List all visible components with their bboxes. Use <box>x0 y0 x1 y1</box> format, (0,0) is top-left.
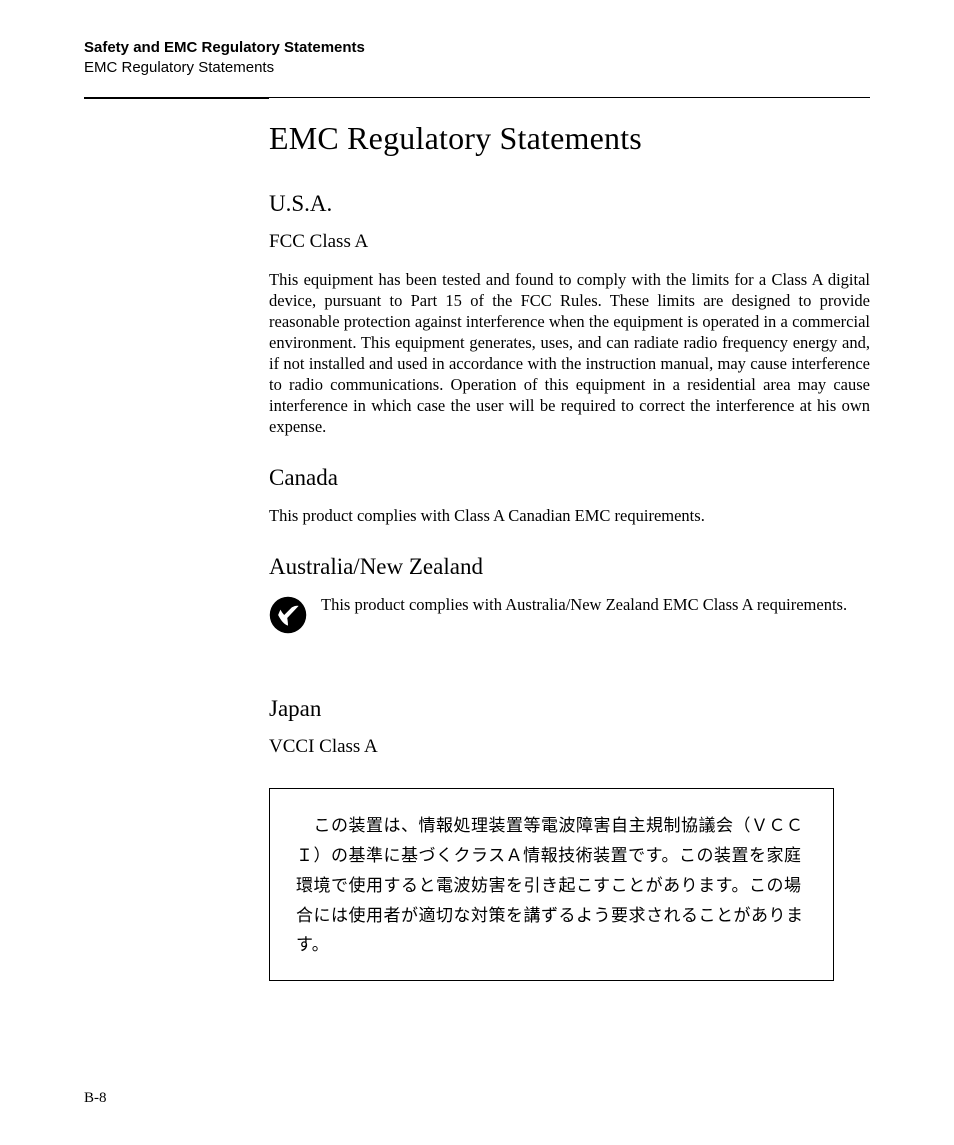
c-tick-icon <box>269 596 307 634</box>
paragraph-usa: This equipment has been tested and found… <box>269 269 870 438</box>
aunz-row: This product complies with Australia/New… <box>269 594 870 634</box>
paragraph-canada: This product complies with Class A Canad… <box>269 505 870 526</box>
section-heading-usa: U.S.A. <box>269 191 870 217</box>
main-column: EMC Regulatory Statements U.S.A. FCC Cla… <box>269 97 870 982</box>
section-heading-canada: Canada <box>269 465 870 491</box>
section-subheading-vcci: VCCI Class A <box>269 736 870 758</box>
page-number: B-8 <box>84 1090 107 1107</box>
main-heading: EMC Regulatory Statements <box>269 120 870 157</box>
header-title: Safety and EMC Regulatory Statements <box>84 38 870 58</box>
section-subheading-fcc: FCC Class A <box>269 231 870 253</box>
section-heading-aunz: Australia/New Zealand <box>269 554 870 580</box>
paragraph-aunz: This product complies with Australia/New… <box>321 594 847 615</box>
vcci-box: この装置は、情報処理装置等電波障害自主規制協議会（ＶＣＣＩ）の基準に基づくクラス… <box>269 788 834 981</box>
section-heading-japan: Japan <box>269 696 870 722</box>
content-area: EMC Regulatory Statements U.S.A. FCC Cla… <box>84 97 870 982</box>
page-header: Safety and EMC Regulatory Statements EMC… <box>84 38 870 79</box>
vcci-text: この装置は、情報処理装置等電波障害自主規制協議会（ＶＣＣＩ）の基準に基づくクラス… <box>296 811 807 960</box>
left-margin-rule <box>84 97 269 982</box>
header-subtitle: EMC Regulatory Statements <box>84 58 870 78</box>
